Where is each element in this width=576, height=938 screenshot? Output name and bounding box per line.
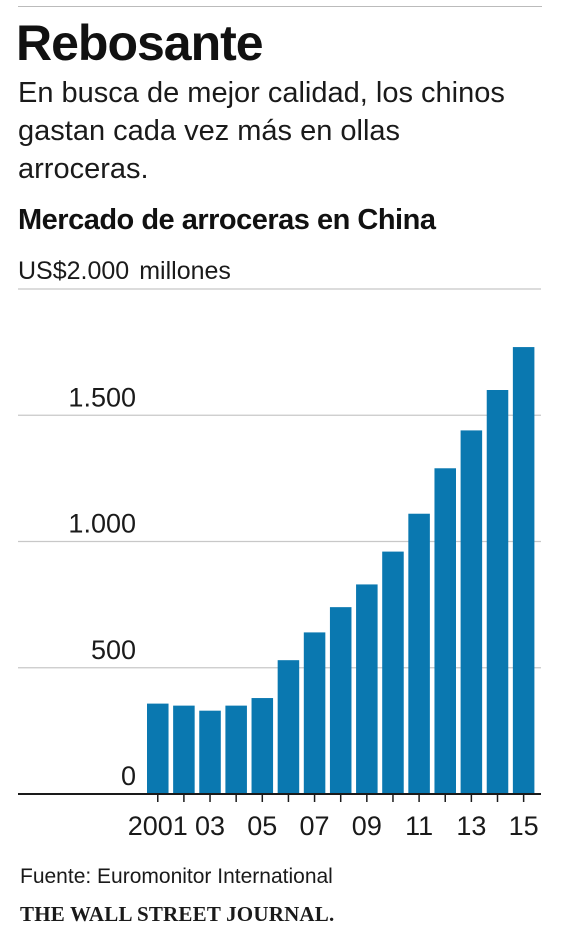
bar-2008 bbox=[329, 607, 352, 794]
y-tick-label: 0 bbox=[121, 761, 136, 791]
y-axis-unit-label: US$2.000 millones bbox=[18, 254, 231, 288]
bars bbox=[147, 347, 535, 794]
bar-2007 bbox=[303, 632, 326, 794]
subhead: En busca de mejor calidad, los chinos ga… bbox=[18, 77, 505, 185]
x-tick-marks bbox=[157, 794, 525, 802]
bar-2014 bbox=[486, 390, 509, 794]
bar-2006 bbox=[277, 660, 300, 794]
x-tick-labels: 2001 03 05 07 09 11 13 15 bbox=[128, 811, 539, 841]
y-tick-label: 1.500 bbox=[68, 382, 136, 412]
x-tick-label: 05 bbox=[247, 811, 277, 841]
bar-2013 bbox=[460, 430, 483, 794]
bar-2010 bbox=[382, 551, 404, 794]
y-axis-unit-value: US$2.000 bbox=[18, 257, 130, 285]
bar-2002 bbox=[173, 705, 195, 794]
y-tick-label: 1.000 bbox=[68, 509, 136, 539]
chart-title: Mercado de arroceras en China bbox=[18, 204, 436, 236]
bar-2011 bbox=[408, 513, 430, 794]
x-tick-label: 09 bbox=[352, 811, 382, 841]
source-note: Fuente: Euromonitor International bbox=[20, 865, 333, 888]
bar-2015 bbox=[512, 347, 535, 794]
headline: Rebosante bbox=[16, 15, 264, 71]
publisher-credit: THE WALL STREET JOURNAL. bbox=[20, 902, 335, 926]
y-tick-label: 500 bbox=[91, 635, 136, 665]
y-tick-labels: 0 500 1.000 1.500 bbox=[68, 382, 136, 791]
bar-2012 bbox=[434, 468, 456, 794]
top-rule bbox=[18, 6, 542, 7]
x-tick-label: 11 bbox=[405, 811, 433, 841]
x-tick-label: 15 bbox=[509, 811, 539, 841]
y-axis-unit-suffix: millones bbox=[139, 257, 231, 285]
x-tick-label: 2001 bbox=[128, 811, 188, 841]
bar-chart: 0 500 1.000 1.500 2001 03 05 07 09 11 13 15 bbox=[18, 288, 541, 841]
bar-2004 bbox=[225, 705, 247, 794]
bar-2009 bbox=[356, 584, 378, 794]
x-tick-label: 07 bbox=[300, 811, 330, 841]
bar-2005 bbox=[251, 698, 274, 794]
x-tick-label: 03 bbox=[195, 811, 225, 841]
bar-2001 bbox=[147, 703, 169, 794]
bar-2003 bbox=[199, 710, 221, 794]
x-tick-label: 13 bbox=[456, 811, 486, 841]
